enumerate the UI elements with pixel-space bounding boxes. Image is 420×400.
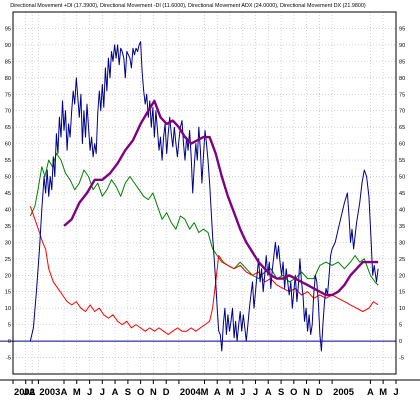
y-tick-label: 15 [5, 290, 11, 296]
x-tick-label: A [214, 386, 221, 397]
x-tick-label: M [73, 386, 81, 397]
x-tick-label: A [112, 386, 119, 397]
x-tick-label: O [290, 386, 297, 397]
x-tick-label: S [125, 386, 131, 397]
x-tick-label: J [100, 386, 105, 397]
y-tick-label: 10 [399, 306, 405, 312]
y-tick-label: 35 [5, 224, 11, 230]
x-tick-label: J [23, 386, 28, 397]
y-tick-label: 20 [399, 273, 405, 279]
y-tick-label: 90 [5, 43, 11, 49]
x-tick-label: J [393, 386, 398, 397]
y-tick-label: 25 [399, 257, 405, 263]
y-tick-label: 70 [399, 109, 405, 115]
x-tick-label: N [303, 386, 310, 397]
x-tick-label: 2005 [333, 386, 354, 397]
y-tick-label: 75 [399, 92, 405, 98]
x-tick-label: J [253, 386, 258, 397]
y-axis-right-ticks: -5 0 5 10 15 20 25 30 35 40 45 50 55 60 65 70 75 80 85 90 95 [399, 26, 405, 361]
y-tick-label: 80 [399, 76, 405, 82]
directional-movement-di-line [29, 153, 379, 286]
y-tick-label: 85 [399, 59, 405, 65]
y-tick-label: 85 [5, 59, 11, 65]
y-tick-label: 70 [5, 109, 11, 115]
y-tick-label: 0 [8, 339, 11, 345]
y-axis-left-ticks: -5 0 5 10 15 20 25 30 35 40 45 50 55 60 65 70 75 80 85 90 95 [5, 26, 11, 361]
y-tick-label: 15 [399, 290, 405, 296]
y-tick-label: 5 [399, 323, 402, 329]
x-tick-label: D [316, 386, 323, 397]
y-tick-label: 60 [5, 142, 11, 148]
y-tick-label: 95 [399, 26, 405, 32]
y-tick-label: 80 [5, 76, 11, 82]
x-tick-label: O [137, 386, 144, 397]
x-tick-label: A [265, 386, 272, 397]
y-tick-label: 45 [399, 191, 405, 197]
x-tick-label: J [240, 386, 245, 397]
chart-title: Directional Movement +DI (17.3900), Dire… [10, 3, 366, 9]
x-tick-label: D [163, 386, 170, 397]
y-tick-label: -5 [399, 356, 404, 362]
x-tick-label: N [150, 386, 157, 397]
y-tick-label: 65 [399, 125, 405, 131]
x-tick-label: S [278, 386, 284, 397]
x-tick-label: 2004 [180, 386, 202, 397]
y-tick-label: 60 [399, 142, 405, 148]
y-tick-label: 30 [399, 240, 405, 246]
y-tick-label: 35 [399, 224, 405, 230]
y-tick-label: 55 [5, 158, 11, 164]
grid-lines [12, 12, 397, 374]
y-tick-label: 50 [5, 175, 11, 181]
y-tick-label: 40 [399, 207, 405, 213]
x-tick-label: M [201, 386, 209, 397]
y-tick-label: -5 [6, 356, 11, 362]
y-tick-label: 45 [5, 191, 11, 197]
series-lines [29, 41, 379, 352]
x-tick-label: A [367, 386, 374, 397]
x-tick-label: M [379, 386, 387, 397]
x-tick-label: 2002 [14, 386, 35, 397]
y-tick-label: 65 [5, 125, 11, 131]
y-tick-label: 10 [5, 306, 11, 312]
x-tick-label: J [87, 386, 92, 397]
directional-movement-adx-line [63, 99, 379, 297]
y-tick-label: 40 [5, 207, 11, 213]
x-tick-label: A [61, 386, 68, 397]
y-tick-label: 5 [8, 323, 11, 329]
x-tick-label: M [226, 386, 234, 397]
y-tick-label: 25 [5, 257, 11, 263]
y-tick-label: 95 [5, 26, 11, 32]
y-tick-label: 75 [5, 92, 11, 98]
y-tick-label: 0 [399, 339, 402, 345]
directional-movement-di-line [29, 206, 379, 335]
y-tick-label: 30 [5, 240, 11, 246]
y-tick-label: 50 [399, 175, 405, 181]
y-tick-label: 20 [5, 273, 11, 279]
y-tick-label: 90 [399, 43, 405, 49]
plot-frame [12, 11, 397, 375]
y-tick-label: 55 [399, 158, 405, 164]
x-tick-label: 2003 [39, 386, 60, 397]
x-tick-label: A [29, 386, 36, 397]
